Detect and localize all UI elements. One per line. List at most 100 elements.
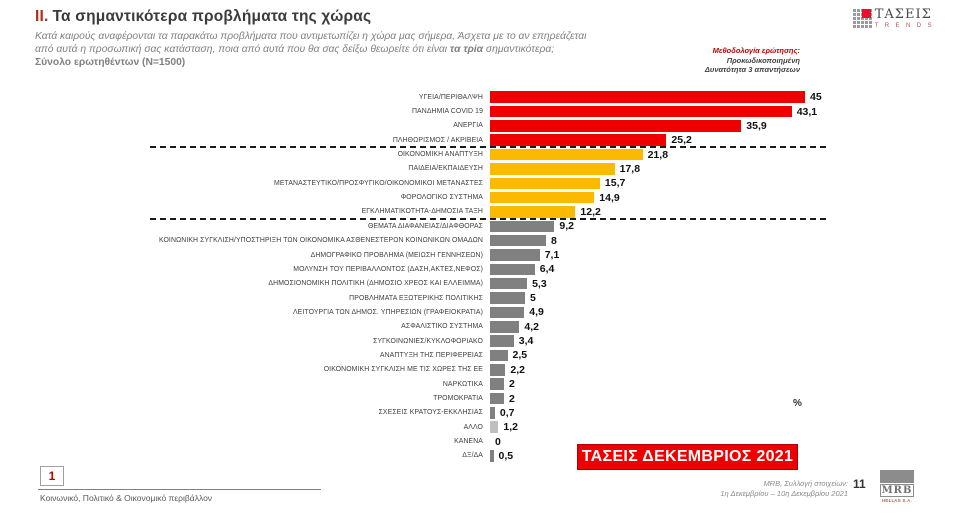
bar-row: ΥΓΕΙΑ/ΠΕΡΙΘΑΛΨΗ 45 bbox=[0, 90, 960, 104]
bar-row: ΠΑΝΔΗΜΙΑ COVID 19 43,1 bbox=[0, 104, 960, 118]
bar-row: ΕΓΚΛΗΜΑΤΙΚΟΤΗΤΑ-ΔΗΜΟΣΙΑ ΤΑΞΗ 12,2 bbox=[0, 205, 960, 219]
taseis-logo-text: ΤΑΣΕΙΣ T R E N D S bbox=[874, 7, 934, 30]
bar-category-label: ΚΑΝΕΝΑ bbox=[454, 438, 483, 446]
bar-value-label: 2 bbox=[509, 378, 515, 391]
methodology-line1: Προκωδικοποιημένη bbox=[726, 55, 800, 65]
bar-row: ΜΟΛΥΝΣΗ ΤΟΥ ΠΕΡΙΒΑΛΛΟΝΤΟΣ (ΔΑΣΗ,ΑΚΤΕΣ,ΝΕ… bbox=[0, 262, 960, 276]
bar-value-label: 43,1 bbox=[796, 105, 818, 118]
bar-value-label: 3,4 bbox=[518, 335, 534, 348]
bar-category-label: ΤΡΟΜΟΚΡΑΤΙΑ bbox=[433, 395, 483, 403]
bar-row: ΟΙΚΟΝΟΜΙΚΗ ΑΝΑΠΤΥΞΗ 21,8 bbox=[0, 147, 960, 161]
bar-category-label: ΚΟΙΝΩΝΙΚΗ ΣΥΓΚΛΙΣΗ/ΥΠΟΣΤΗΡΙΞΗ ΤΩΝ ΟΙΚΟΝΟ… bbox=[158, 237, 483, 245]
bar-value-label: 4,2 bbox=[524, 320, 539, 333]
bar bbox=[490, 335, 514, 347]
bar bbox=[490, 163, 615, 175]
bar bbox=[490, 321, 520, 333]
bar bbox=[490, 220, 555, 233]
bar-value-label: 45 bbox=[810, 91, 822, 104]
bar-row: ΘΕΜΑΤΑ ΔΙΑΦΑΝΕΙΑΣ/ΔΙΑΦΘΟΡΑΣ 9,2 bbox=[0, 219, 960, 233]
bar bbox=[490, 120, 742, 132]
page-title: II. Τα σημαντικότερα προβλήματα της χώρας bbox=[35, 8, 675, 26]
collection-line1: MRB, Συλλογή στοιχείων: bbox=[763, 479, 848, 488]
bar bbox=[490, 263, 535, 276]
bar-value-label: 9,2 bbox=[559, 220, 574, 233]
bar-chart: ΥΓΕΙΑ/ΠΕΡΙΘΑΛΨΗ 45 ΠΑΝΔΗΜΙΑ COVID 19 43,1 ΑΝ… bbox=[0, 90, 960, 466]
bar-category-label: ΠΑΝΔΗΜΙΑ COVID 19 bbox=[411, 108, 483, 116]
subtitle-line2-pre: από αυτά η προσωπική σας κατάσταση, ποια… bbox=[35, 44, 450, 55]
bar-category-label: ΛΕΙΤΟΥΡΓΙΑ ΤΩΝ ΔΗΜΟΣ. ΥΠΗΡΕΣΙΩΝ (ΓΡΑΦΕΙΟ… bbox=[292, 308, 483, 316]
bar-value-label: 0,7 bbox=[499, 406, 515, 419]
bar-value-label: 2,5 bbox=[512, 349, 528, 362]
bar bbox=[490, 277, 528, 290]
bar-row: ΤΡΟΜΟΚΡΑΤΙΑ 2 bbox=[0, 391, 960, 405]
bar-row: ΚΟΙΝΩΝΙΚΗ ΣΥΓΚΛΙΣΗ/ΥΠΟΣΤΗΡΙΞΗ ΤΩΝ ΟΙΚΟΝΟ… bbox=[0, 234, 960, 248]
bar-category-label: ΔΗΜΟΣΙΟΝΟΜΙΚΗ ΠΟΛΙΤΙΚΗ (ΔΗΜΟΣΙΟ ΧΡΕΟΣ ΚΑ… bbox=[268, 280, 483, 288]
subtitle-line1: Κατά καιρούς αναφέρονται τα παρακάτω προ… bbox=[35, 31, 587, 42]
footnote-divider bbox=[38, 489, 321, 490]
title-text: Τα σημαντικότερα προβλήματα της χώρας bbox=[52, 8, 372, 25]
footnote-number-box: 1 bbox=[40, 466, 64, 486]
bar bbox=[490, 450, 494, 462]
bar-category-label: ΦΟΡΟΛΟΓΙΚΟ ΣΥΣΤΗΜΑ bbox=[400, 194, 483, 202]
bar bbox=[490, 378, 504, 390]
bar-row: ΜΕΤΑΝΑΣΤΕΥΤΙΚΟ/ΠΡΟΣΦΥΓΙΚΟ/ΟΙΚΟΝΟΜΙΚΟΙ ΜΕ… bbox=[0, 176, 960, 190]
methodology-line2: Δυνατότητα 3 απαντήσεων bbox=[704, 65, 800, 74]
bar-category-label: ΑΝΕΡΓΙΑ bbox=[453, 122, 483, 130]
taseis-logo: ΤΑΣΕΙΣ T R E N D S bbox=[851, 7, 934, 30]
bar bbox=[490, 364, 506, 376]
bar-row: ΛΕΙΤΟΥΡΓΙΑ ΤΩΝ ΔΗΜΟΣ. ΥΠΗΡΕΣΙΩΝ (ΓΡΑΦΕΙΟ… bbox=[0, 305, 960, 319]
bar-value-label: 25,2 bbox=[671, 134, 692, 147]
bar-value-label: 15,7 bbox=[604, 177, 626, 190]
bar-value-label: 12,2 bbox=[580, 205, 601, 218]
bar-value-label: 6,4 bbox=[539, 263, 555, 276]
bar-value-label: 1,2 bbox=[503, 421, 518, 434]
bar-row: ΣΧΕΣΕΙΣ ΚΡΑΤΟΥΣ-ΕΚΚΛΗΣΙΑΣ 0,7 bbox=[0, 406, 960, 420]
bar-category-label: ΑΝΑΠΤΥΞΗ ΤΗΣ ΠΕΡΙΦΕΡΕΙΑΣ bbox=[379, 351, 483, 359]
bar-category-label: ΔΗΜΟΓΡΑΦΙΚΟ ΠΡΟΒΛΗΜΑ (ΜΕΙΩΣΗ ΓΕΝΝΗΣΕΩΝ) bbox=[310, 251, 483, 259]
bar-category-label: ΠΛΗΘΩΡΙΣΜΟΣ / ΑΚΡΙΒΕΙΑ bbox=[392, 136, 483, 144]
page-number: 11 bbox=[853, 477, 866, 491]
dashed-separator bbox=[150, 146, 826, 149]
taseis-logo-name: ΤΑΣΕΙΣ bbox=[874, 7, 932, 22]
bar-row: ΣΥΓΚΟΙΝΩΝΙΕΣ/ΚΥΚΛΟΦΟΡΙΑΚΟ 3,4 bbox=[0, 334, 960, 348]
methodology-note: Μεθοδολογία ερώτησης: Προκωδικοποιημένη … bbox=[705, 46, 800, 75]
bar bbox=[490, 407, 495, 419]
bar-row: ΔΗΜΟΣΙΟΝΟΜΙΚΗ ΠΟΛΙΤΙΚΗ (ΔΗΜΟΣΙΟ ΧΡΕΟΣ ΚΑ… bbox=[0, 277, 960, 291]
bar-row: ΟΙΚΟΝΟΜΙΚΗ ΣΥΓΚΛΙΣΗ ΜΕ ΤΙΣ ΧΩΡΕΣ ΤΗΣ ΕΕ 2… bbox=[0, 363, 960, 377]
bar bbox=[490, 91, 805, 103]
bar-value-label: 2 bbox=[509, 392, 515, 405]
bar-category-label: ΑΛΛΟ bbox=[463, 423, 483, 431]
bar-value-label: 35,9 bbox=[746, 119, 767, 132]
bar-row: ΠΛΗΘΩΡΙΣΜΟΣ / ΑΚΡΙΒΕΙΑ 25,2 bbox=[0, 133, 960, 147]
sample-size-text: Σύνολο ερωτηθέντων (N=1500) bbox=[35, 57, 186, 68]
bar-value-label: 2,2 bbox=[510, 363, 525, 376]
bar bbox=[490, 177, 600, 190]
bar-category-label: ΟΙΚΟΝΟΜΙΚΗ ΑΝΑΠΤΥΞΗ bbox=[397, 151, 483, 159]
bar-category-label: ΑΣΦΑΛΙΣΤΙΚΟ ΣΥΣΤΗΜΑ bbox=[401, 323, 483, 331]
unit-label: % bbox=[793, 398, 802, 409]
methodology-heading: Μεθοδολογία ερώτησης: bbox=[712, 46, 800, 55]
bar-row: ΝΑΡΚΩΤΙΚΑ 2 bbox=[0, 377, 960, 391]
dashed-separator bbox=[150, 218, 826, 221]
bar-category-label: ΕΓΚΛΗΜΑΤΙΚΟΤΗΤΑ-ΔΗΜΟΣΙΑ ΤΑΞΗ bbox=[361, 208, 483, 216]
bar-row: ΔΗΜΟΓΡΑΦΙΚΟ ΠΡΟΒΛΗΜΑ (ΜΕΙΩΣΗ ΓΕΝΝΗΣΕΩΝ) 7… bbox=[0, 248, 960, 262]
bar-row: ΑΝΕΡΓΙΑ 35,9 bbox=[0, 119, 960, 133]
bar-row: ΚΑΝΕΝΑ 0 bbox=[0, 434, 960, 448]
mrb-logo-bar bbox=[880, 470, 914, 483]
bar-row: ΔΞ/ΔΑ 0,5 bbox=[0, 449, 960, 463]
bar bbox=[490, 392, 504, 405]
bar-value-label: 0 bbox=[495, 435, 501, 448]
bar-value-label: 5,3 bbox=[532, 277, 547, 290]
bar-category-label: ΣΥΓΚΟΙΝΩΝΙΕΣ/ΚΥΚΛΟΦΟΡΙΑΚΟ bbox=[373, 337, 483, 345]
bar bbox=[490, 148, 643, 161]
bar-value-label: 14,9 bbox=[599, 191, 620, 204]
bar-value-label: 17,8 bbox=[619, 162, 641, 175]
bar-row: ΑΣΦΑΛΙΣΤΙΚΟ ΣΥΣΤΗΜΑ 4,2 bbox=[0, 320, 960, 334]
bar bbox=[490, 105, 792, 118]
bar bbox=[490, 349, 508, 362]
subtitle-line2-post: σημαντικότερα; bbox=[483, 44, 555, 55]
bar-value-label: 21,8 bbox=[647, 148, 669, 161]
bar-value-label: 0,5 bbox=[498, 449, 514, 462]
bar-row: ΦΟΡΟΛΟΓΙΚΟ ΣΥΣΤΗΜΑ 14,9 bbox=[0, 190, 960, 204]
